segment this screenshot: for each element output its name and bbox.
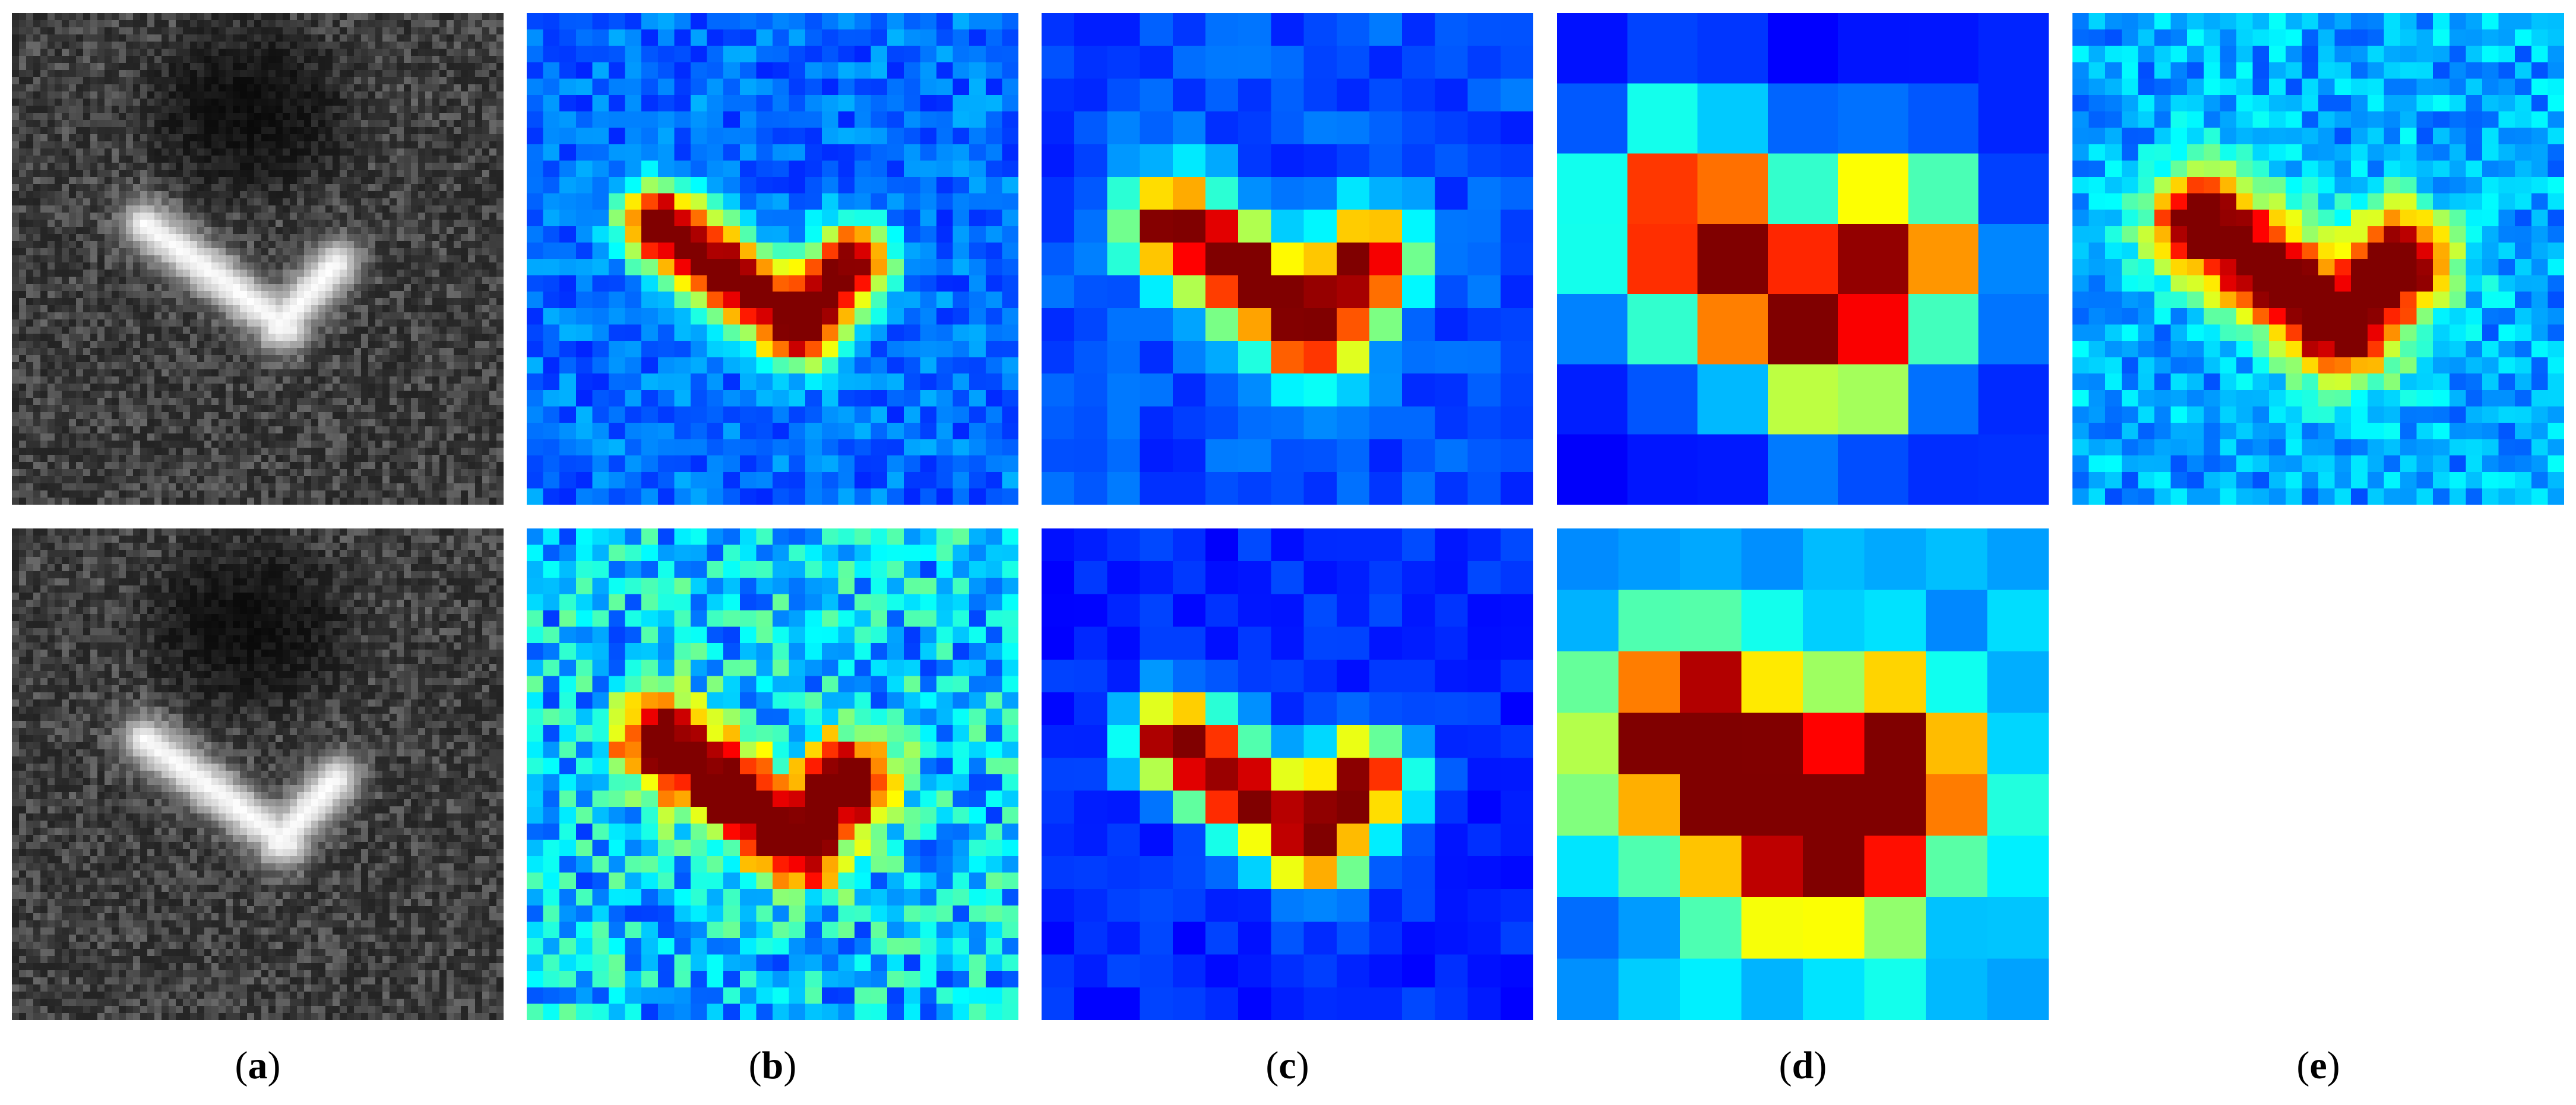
subfigure-label-b: (b) — [748, 1044, 797, 1087]
heatmap-canvas — [527, 528, 1018, 1020]
subfigure-label-d: (d) — [1778, 1044, 1827, 1087]
heatmap-b-row2 — [527, 528, 1018, 1020]
heatmap-canvas — [1042, 13, 1533, 505]
heatmap-canvas — [1557, 528, 2049, 1020]
sar-image-row1 — [12, 13, 504, 505]
heatmap-canvas — [2072, 13, 2564, 505]
heatmap-canvas — [1557, 13, 2049, 505]
sar-image-canvas — [12, 13, 504, 505]
subfigure-label-e: (e) — [2296, 1044, 2340, 1087]
heatmap-d-row2 — [1557, 528, 2049, 1020]
heatmap-d-row1 — [1557, 13, 2049, 505]
heatmap-b-row1 — [527, 13, 1018, 505]
heatmap-e-row1 — [2072, 13, 2564, 505]
sar-image-row2 — [12, 528, 504, 1020]
sar-image-canvas — [12, 528, 504, 1020]
heatmap-canvas — [527, 13, 1018, 505]
heatmap-canvas — [1042, 528, 1533, 1020]
heatmap-c-row1 — [1042, 13, 1533, 505]
heatmap-c-row2 — [1042, 528, 1533, 1020]
subfigure-label-a: (a) — [235, 1044, 281, 1087]
subfigure-label-c: (c) — [1265, 1044, 1309, 1087]
